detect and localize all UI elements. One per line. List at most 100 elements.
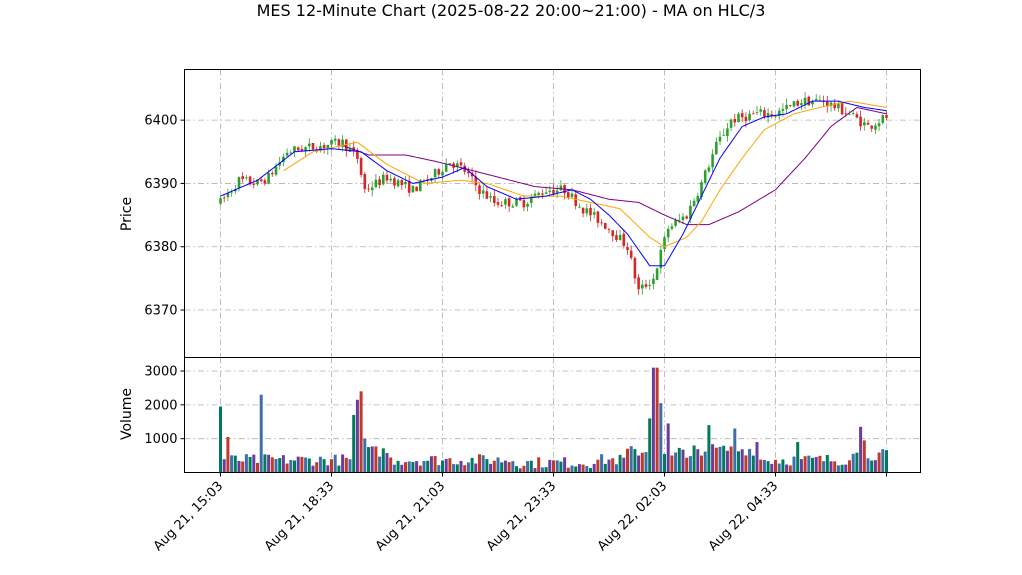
- volume-bar: [289, 460, 293, 473]
- volume-bar: [844, 464, 848, 473]
- volume-bar: [751, 455, 755, 473]
- volume-bar: [799, 459, 803, 473]
- volume-bar: [707, 425, 711, 473]
- volume-bar: [570, 465, 574, 473]
- candle-body: [703, 170, 707, 184]
- candle-body: [626, 247, 629, 251]
- volume-bar: [703, 451, 707, 473]
- candle-body: [652, 278, 655, 285]
- volume-bar: [344, 457, 348, 473]
- candle-body: [441, 171, 444, 176]
- candle-body: [711, 154, 714, 168]
- candle-body: [655, 268, 659, 280]
- candle-body: [874, 125, 877, 130]
- volume-bar: [807, 455, 811, 473]
- candle-body: [826, 101, 829, 107]
- candle-body: [885, 115, 888, 118]
- candle-body: [740, 113, 744, 118]
- volume-bar: [855, 452, 859, 473]
- candle-body: [241, 176, 244, 179]
- candle-body: [437, 169, 441, 175]
- volume-bar: [478, 454, 481, 473]
- volume-bar: [311, 465, 315, 473]
- candle-body: [607, 229, 611, 231]
- candle-body: [844, 113, 848, 115]
- volume-bar: [518, 468, 522, 473]
- chart-title: MES 12-Minute Chart (2025-08-22 20:00~21…: [257, 1, 766, 20]
- volume-bar: [300, 456, 304, 473]
- volume-bar: [611, 458, 615, 473]
- volume-bar: [744, 455, 748, 473]
- candle-body: [604, 223, 607, 229]
- candle-body: [733, 118, 737, 123]
- volume-bar: [381, 448, 385, 473]
- volume-grid: [184, 357, 921, 473]
- candle-body: [515, 198, 518, 206]
- volume-bar: [859, 426, 863, 473]
- volume-bar: [374, 446, 378, 473]
- volume-bar: [441, 460, 444, 473]
- volume-bar: [792, 456, 796, 473]
- candle-body: [230, 191, 233, 193]
- candle-body: [763, 110, 766, 117]
- candle-body: [478, 185, 481, 195]
- volume-bar: [748, 448, 752, 473]
- candle-body: [382, 174, 385, 185]
- volume-bar: [219, 406, 222, 473]
- candle-body: [737, 113, 740, 123]
- volume-bar: [877, 452, 881, 473]
- volume-bar: [600, 454, 604, 473]
- volume-bar: [618, 454, 622, 473]
- volume-bar: [433, 456, 437, 473]
- volume-bar: [378, 456, 382, 473]
- volume-bar: [677, 447, 681, 473]
- candle-body: [285, 152, 289, 156]
- candle-body: [718, 136, 722, 142]
- candle-body: [766, 113, 770, 118]
- candle-body: [526, 204, 529, 207]
- candle-body: [256, 179, 259, 185]
- volume-bar: [452, 464, 456, 473]
- x-tick-label: Aug 21, 15:03: [151, 479, 227, 555]
- candle-body: [744, 116, 748, 122]
- candle-body: [300, 149, 304, 152]
- volume-bar: [522, 465, 526, 473]
- volume-bar: [848, 460, 851, 473]
- volume-bar: [367, 447, 370, 473]
- volume-bar: [252, 454, 256, 473]
- volume-bar: [226, 436, 230, 473]
- volume-bar: [700, 455, 703, 473]
- volume-bar: [622, 457, 626, 473]
- volume-bar: [404, 462, 407, 473]
- volume-bar: [481, 455, 485, 473]
- candle-body: [851, 113, 855, 114]
- x-axis: Aug 21, 15:03 Aug 21, 18:33 Aug 21, 21:03 A…: [151, 472, 887, 555]
- candle-body: [308, 143, 311, 147]
- volume-bar: [688, 456, 692, 473]
- candle-body: [341, 139, 344, 147]
- volume-bar: [781, 459, 785, 473]
- candle-body: [252, 184, 256, 185]
- candle-body: [222, 197, 226, 199]
- candle-body: [489, 196, 492, 198]
- volume-bar: [640, 452, 644, 473]
- candle-body: [385, 174, 389, 181]
- candle-body: [433, 169, 437, 178]
- candle-body: [248, 176, 252, 184]
- price-y-ticks: 6370 6380 6390 6400: [144, 114, 185, 319]
- volume-bar: [574, 466, 578, 473]
- candle-body: [493, 196, 496, 204]
- volume-bar: [833, 461, 837, 473]
- volume-bar: [589, 468, 592, 473]
- volume-bar: [429, 456, 433, 473]
- volume-bar: [333, 454, 337, 473]
- candle-body: [459, 162, 463, 166]
- candle-body: [863, 122, 866, 126]
- candle-body: [629, 250, 633, 258]
- volume-bar: [740, 449, 744, 473]
- candle-body: [781, 108, 785, 111]
- volume-tick-label: 1000: [144, 432, 177, 447]
- candle-body: [419, 180, 422, 191]
- volume-bar: [396, 460, 400, 473]
